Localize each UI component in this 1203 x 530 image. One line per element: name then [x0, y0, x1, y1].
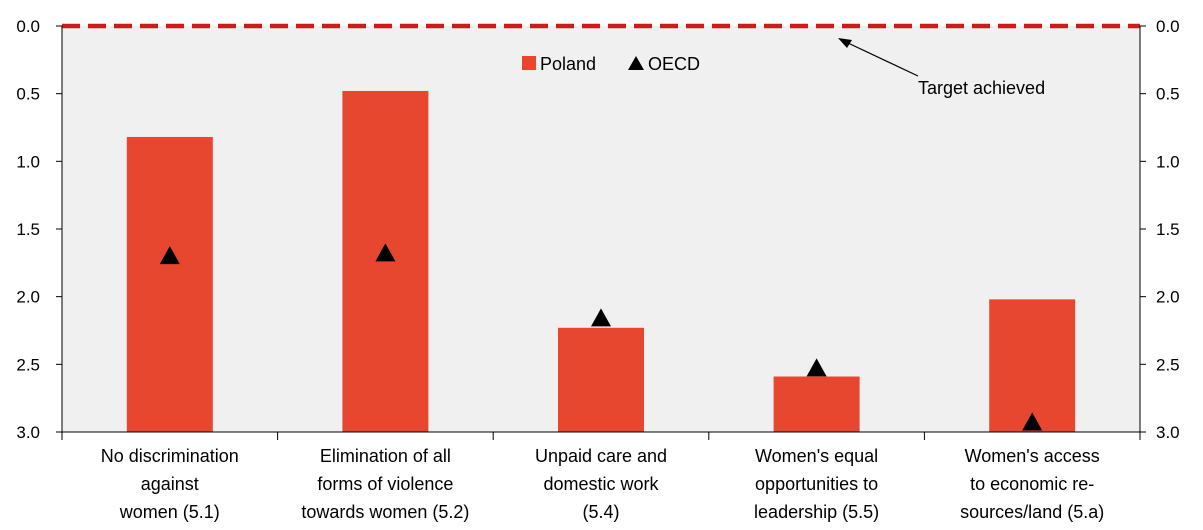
annotation-arrowhead	[838, 38, 852, 48]
y-tick-label-right-2: 1.0	[1156, 152, 1180, 171]
annotation-arrow-line	[847, 42, 919, 77]
category-label-5: Women's access to economic re-sources/lan…	[960, 446, 1104, 522]
legend-marker-oecd	[628, 56, 644, 70]
category-label-4-line-3: leadership (5.5)	[754, 502, 879, 522]
marker-oecd-2	[375, 243, 396, 262]
marker-oecd-4	[806, 358, 827, 377]
y-tick-label-left-1: 0.5	[16, 85, 40, 104]
category-label-3: Unpaid care and domestic work (5.4)	[535, 446, 667, 522]
category-label-1-line-2: against	[141, 474, 199, 494]
y-tick-label-right-0: 0.0	[1156, 17, 1180, 36]
y-tick-label-left-5: 2.5	[16, 355, 40, 374]
bar-poland-5	[989, 299, 1076, 432]
y-tick-label-left-6: 3.0	[16, 423, 40, 442]
annotation-text: Target achieved	[918, 78, 1045, 98]
legend-label-poland: Poland	[540, 54, 596, 74]
category-label-2-line-2: forms of violence	[317, 474, 453, 494]
category-label-3-line-3: (5.4)	[582, 502, 619, 522]
legend-swatch-poland	[522, 56, 536, 70]
category-label-3-line-1: Unpaid care and	[535, 446, 667, 466]
y-tick-label-left-0: 0.0	[16, 17, 40, 36]
poland-bars	[126, 90, 1076, 433]
target-annotation: Target achieved	[838, 38, 1045, 98]
category-label-4: Women's equal opportunities to leadership …	[754, 446, 879, 522]
bar-poland-3	[558, 327, 644, 432]
marker-oecd-1	[159, 246, 180, 265]
y-tick-label-right-1: 0.5	[1156, 85, 1180, 104]
y-tick-label-right-5: 2.5	[1156, 355, 1180, 374]
category-labels: No discrimination against women (5.1) Elimi…	[101, 446, 1104, 522]
category-label-5-line-2: to economic re-	[970, 474, 1094, 494]
marker-oecd-3	[591, 308, 611, 327]
y-tick-label-left-3: 1.5	[16, 220, 40, 239]
category-label-3-line-2: domestic work	[543, 474, 659, 494]
category-label-1-line-1: No discrimination	[101, 446, 239, 466]
oecd-markers	[159, 243, 1043, 431]
y-tick-label-right-4: 2.0	[1156, 288, 1180, 307]
bar-poland-2	[342, 90, 429, 433]
axes: 0.0 0.0 0.5 0.5 1.0 1.0 1.5 1.5 2.0 2.0 2.5 2.5 3.0 3…	[16, 17, 1179, 442]
y-tick-label-left-4: 2.0	[16, 288, 40, 307]
category-label-1-line-3: women (5.1)	[119, 502, 220, 522]
category-label-2-line-1: Elimination of all	[320, 446, 451, 466]
category-label-4-line-2: opportunities to	[755, 474, 878, 494]
marker-oecd-5	[1022, 412, 1043, 431]
category-label-5-line-3: sources/land (5.a)	[960, 502, 1104, 522]
y-tick-label-left-2: 1.0	[16, 152, 40, 171]
y-tick-label-right-3: 1.5	[1156, 220, 1180, 239]
category-label-2-line-3: towards women (5.2)	[301, 502, 469, 522]
legend: Poland OECD	[522, 54, 700, 74]
category-label-5-line-1: Women's access	[965, 446, 1100, 466]
category-label-1: No discrimination against women (5.1)	[101, 446, 239, 522]
category-label-2: Elimination of all forms of violence towar…	[301, 446, 469, 522]
category-label-4-line-1: Women's equal	[755, 446, 878, 466]
bar-poland-4	[773, 376, 860, 432]
bar-poland-1	[126, 136, 213, 432]
legend-label-oecd: OECD	[648, 54, 700, 74]
y-tick-label-right-6: 3.0	[1156, 423, 1180, 442]
